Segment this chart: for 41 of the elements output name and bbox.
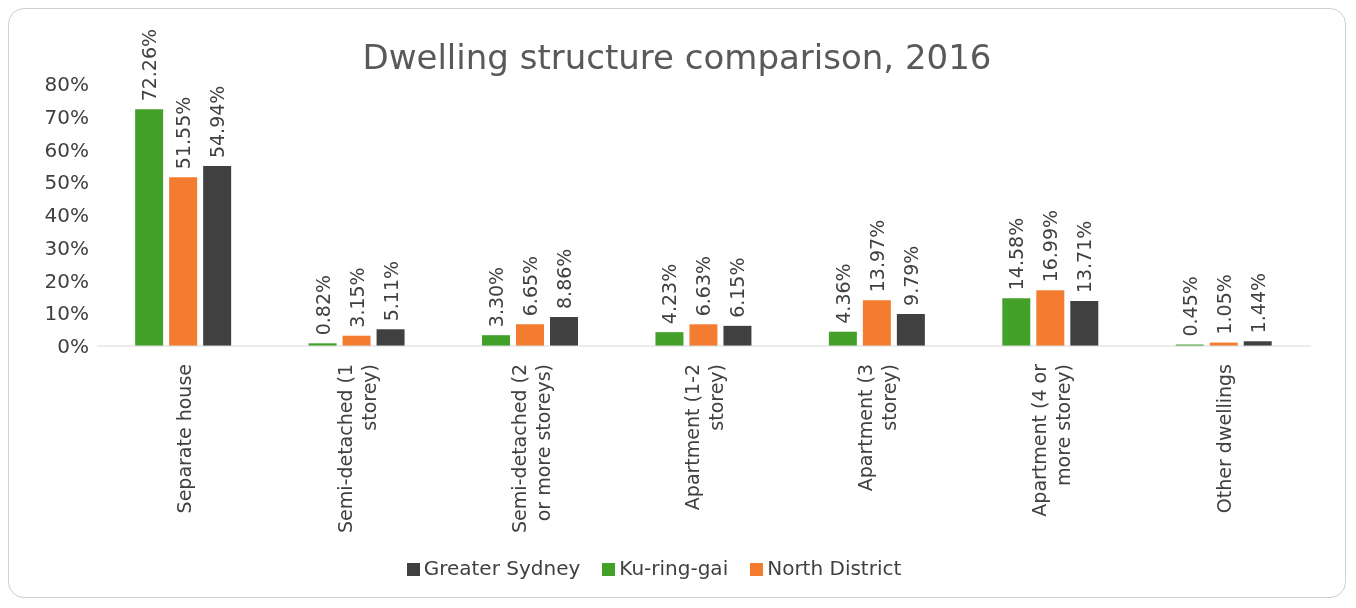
data-label: 51.55% bbox=[172, 96, 195, 170]
y-tick-label: 20% bbox=[44, 268, 89, 293]
data-label: 1.44% bbox=[1246, 272, 1269, 334]
chart-title: Dwelling structure comparison, 2016 bbox=[362, 37, 992, 77]
x-tick-label: Apartment (3 storey) bbox=[854, 364, 901, 492]
data-label: 1.05% bbox=[1212, 274, 1235, 335]
data-label: 8.86% bbox=[553, 248, 576, 309]
x-tick-label: Apartment (4 or more storey) bbox=[1027, 363, 1074, 517]
data-label: 6.63% bbox=[692, 255, 715, 317]
x-tick-label: Apartment (1-2 storey) bbox=[681, 364, 727, 511]
x-tick-label: Semi-detached (2 or more storeys) bbox=[507, 364, 554, 534]
data-label: 16.99% bbox=[1039, 209, 1062, 283]
x-tick-label: Semi-detached (1 storey) bbox=[334, 364, 381, 534]
legend-label: North District bbox=[767, 556, 902, 580]
legend-label: Greater Sydney bbox=[423, 556, 581, 580]
x-tick-label: Other dwellings bbox=[1213, 364, 1236, 514]
data-label: 9.79% bbox=[899, 245, 922, 306]
data-label: 3.15% bbox=[345, 267, 368, 328]
data-label: 4.23% bbox=[658, 263, 681, 325]
data-label: 3.30% bbox=[485, 266, 508, 328]
y-tick-label: 30% bbox=[44, 235, 89, 260]
data-label: 6.65% bbox=[519, 255, 542, 317]
data-label: 5.11% bbox=[379, 260, 402, 322]
y-tick-label: 80% bbox=[44, 72, 89, 97]
y-tick-label: 70% bbox=[44, 104, 89, 129]
data-label: 6.15% bbox=[726, 257, 749, 318]
data-label: 0.45% bbox=[1178, 276, 1201, 337]
data-label: 4.36% bbox=[831, 263, 854, 324]
data-label: 0.82% bbox=[311, 274, 334, 336]
y-tick-label: 50% bbox=[44, 170, 89, 195]
x-tick-label: Separate house bbox=[172, 364, 195, 514]
legend-label: Ku-ring-gai bbox=[619, 556, 729, 580]
y-tick-label: 10% bbox=[44, 301, 89, 326]
data-label: 72.26% bbox=[138, 28, 161, 102]
data-label: 54.94% bbox=[206, 85, 229, 159]
data-label: 13.71% bbox=[1073, 220, 1096, 294]
y-tick-label: 40% bbox=[44, 203, 89, 228]
y-tick-label: 60% bbox=[44, 137, 89, 162]
y-tick-label: 0% bbox=[57, 334, 89, 359]
data-label: 14.58% bbox=[1005, 217, 1028, 291]
data-label: 13.97% bbox=[865, 219, 888, 293]
